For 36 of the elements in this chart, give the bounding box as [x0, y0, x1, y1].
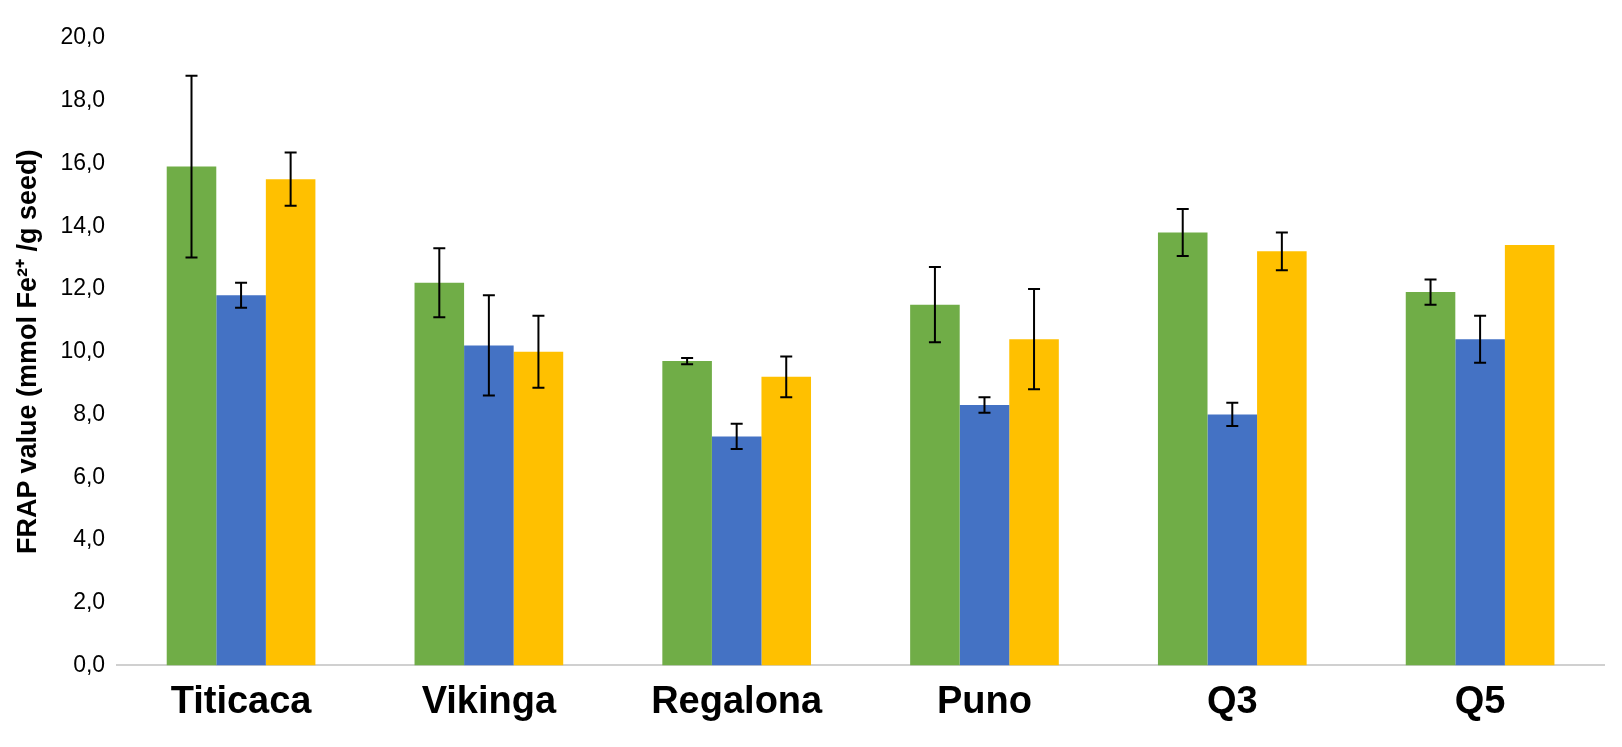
y-tick-label: 0,0 — [73, 650, 106, 677]
bar — [1207, 414, 1258, 666]
x-tick-label: Puno — [936, 678, 1032, 721]
bar — [662, 361, 712, 666]
x-tick-label: Vikinga — [421, 678, 557, 721]
y-axis-title: FRAP value (mmol Fe²⁺ /g seed) — [11, 149, 42, 554]
bar — [1257, 251, 1307, 666]
y-tick-label: 10,0 — [60, 337, 106, 364]
y-tick-label: 16,0 — [60, 148, 106, 175]
bar — [959, 405, 1010, 666]
bar — [265, 179, 316, 666]
y-tick-label: 12,0 — [60, 274, 106, 301]
y-tick-label: 8,0 — [73, 399, 106, 426]
y-tick-label: 18,0 — [60, 86, 106, 113]
bar — [711, 436, 762, 666]
y-tick-label: 6,0 — [73, 462, 106, 489]
x-tick-label: Q5 — [1454, 678, 1506, 721]
bar — [1009, 339, 1059, 666]
bar — [414, 282, 465, 666]
bar — [464, 345, 514, 666]
bar — [216, 295, 266, 666]
bar — [1405, 292, 1456, 666]
x-tick-label: Titicaca — [170, 678, 313, 721]
bar — [761, 376, 812, 666]
y-tick-label: 20,0 — [60, 23, 106, 50]
bar — [513, 351, 564, 666]
y-tick-label: 4,0 — [73, 525, 106, 552]
y-tick-label: 14,0 — [60, 211, 106, 238]
bar — [1455, 339, 1505, 666]
bar — [1504, 245, 1555, 666]
x-tick-label: Regalona — [651, 678, 824, 721]
x-tick-label: Q3 — [1206, 678, 1258, 721]
bar — [166, 166, 217, 666]
y-tick-label: 2,0 — [73, 588, 106, 614]
bar — [910, 304, 960, 666]
bar — [1157, 232, 1208, 666]
